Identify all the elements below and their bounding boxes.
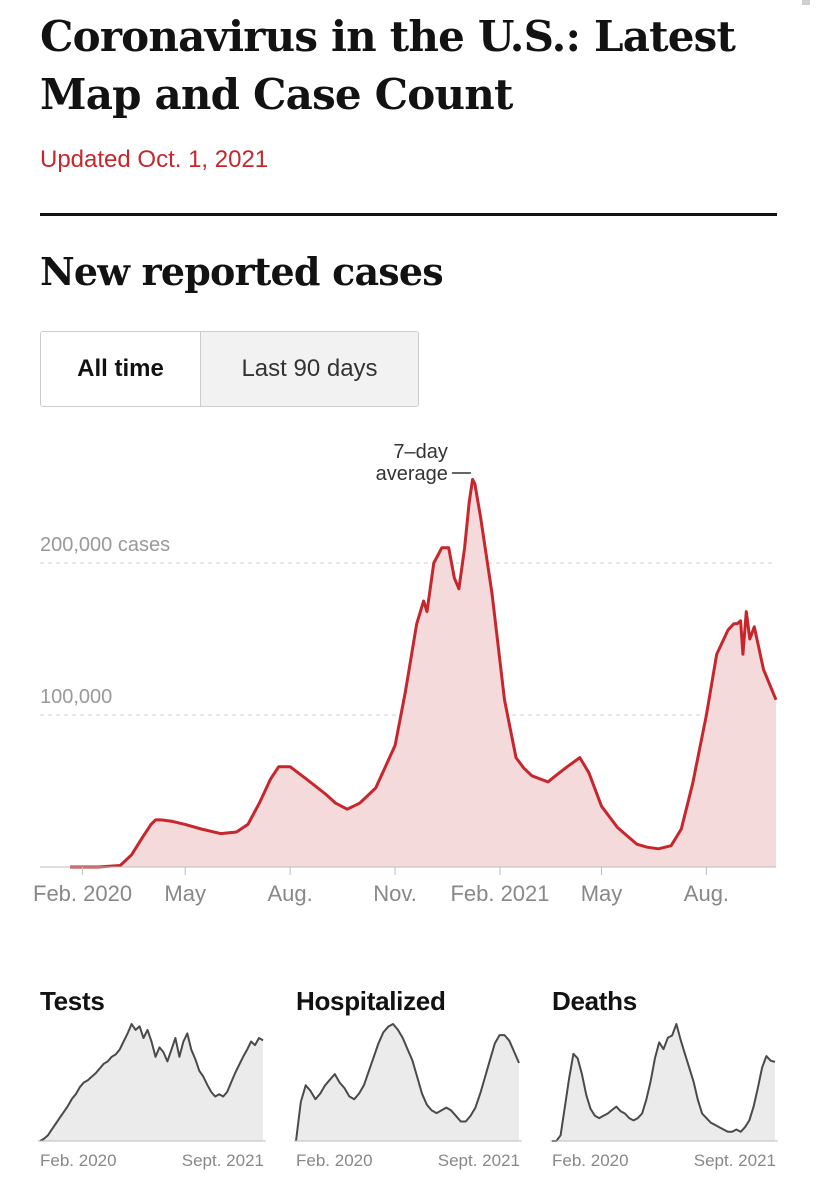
hospitalized-chart: Feb. 2020 Sept. 2021 xyxy=(294,1023,522,1170)
x-tick-label-2: Aug. xyxy=(267,881,312,906)
new-cases-chart: 200,000 cases 100,000 Feb. 2020 May Aug. Nov.… xyxy=(33,441,778,906)
x-tick-label-4: Feb. 2021 xyxy=(450,881,549,906)
hospitalized-tick-end: Sept. 2021 xyxy=(438,1151,520,1170)
tests-chart: Feb. 2020 Sept. 2021 xyxy=(38,1023,266,1170)
corner-mark xyxy=(802,0,810,5)
section-title: New reported cases xyxy=(40,249,444,294)
deaths-title: Deaths xyxy=(552,986,637,1016)
all-time-button[interactable]: All time xyxy=(41,332,201,406)
deaths-line xyxy=(552,1023,776,1142)
hospitalized-area xyxy=(296,1024,519,1141)
hospitalized-tick-start: Feb. 2020 xyxy=(296,1151,373,1170)
tests-line xyxy=(39,1023,264,1142)
hospitalized-line xyxy=(295,1023,520,1142)
tests-title: Tests xyxy=(40,986,105,1016)
tests-tick-end: Sept. 2021 xyxy=(182,1151,264,1170)
hospitalized-title: Hospitalized xyxy=(296,986,446,1016)
deaths-tick-start: Feb. 2020 xyxy=(552,1151,629,1170)
deaths-chart: Feb. 2020 Sept. 2021 xyxy=(550,1023,778,1170)
deaths-tick-end: Sept. 2021 xyxy=(694,1151,776,1170)
updated-date: Updated Oct. 1, 2021 xyxy=(40,146,269,173)
divider-rule xyxy=(40,213,777,216)
page-title: Coronavirus in the U.S.: Latest Map and … xyxy=(40,12,736,119)
tests-area xyxy=(40,1024,263,1141)
tests-tick-start: Feb. 2020 xyxy=(40,1151,117,1170)
x-tick-label-0: Feb. 2020 xyxy=(33,881,132,906)
y-tick-label-0: 200,000 cases xyxy=(40,534,170,556)
cases-line xyxy=(70,477,778,869)
time-range-toggle: All time Last 90 days xyxy=(40,331,419,407)
annotation-line-1: 7–day xyxy=(393,441,448,463)
cases-area xyxy=(70,479,776,867)
annotation-line-2: average xyxy=(376,463,448,485)
x-tick-label-1: May xyxy=(164,881,206,906)
deaths-area xyxy=(552,1024,775,1141)
y-tick-label-1: 100,000 xyxy=(40,686,112,708)
x-tick-label-3: Nov. xyxy=(373,881,417,906)
x-tick-label-6: Aug. xyxy=(684,881,729,906)
last-90-days-button[interactable]: Last 90 days xyxy=(201,332,418,406)
x-tick-label-5: May xyxy=(581,881,623,906)
